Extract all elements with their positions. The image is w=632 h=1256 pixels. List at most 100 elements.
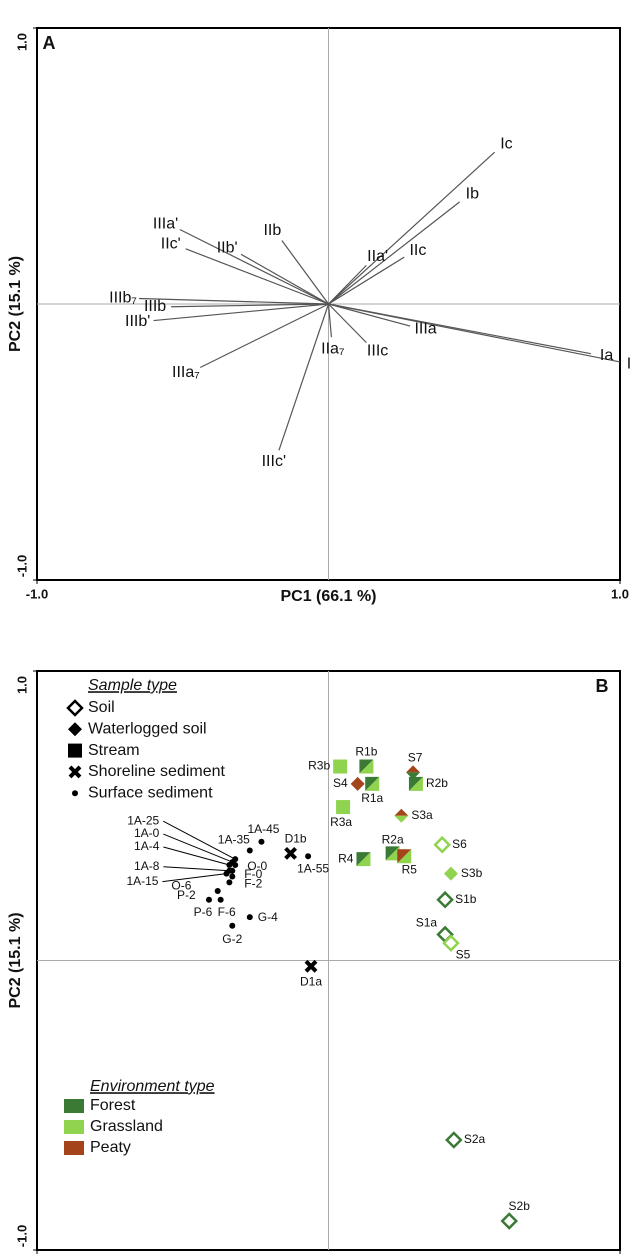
marker-part bbox=[336, 800, 351, 815]
vector-label: IIIb' bbox=[125, 313, 150, 330]
point-label: R1a bbox=[361, 791, 383, 805]
y-axis-title: PC2 (15.1 %) bbox=[7, 256, 24, 352]
point-label: P-6 bbox=[194, 905, 213, 919]
loading-vector bbox=[179, 228, 329, 305]
marker-part bbox=[68, 765, 82, 779]
y-axis-title: PC2 (15.1 %) bbox=[7, 912, 24, 1008]
marker-part bbox=[226, 879, 233, 886]
marker-part bbox=[406, 772, 421, 780]
point-label: F-6 bbox=[218, 905, 236, 919]
point-label: 1A-4 bbox=[134, 839, 160, 853]
point bbox=[246, 847, 253, 854]
marker-part bbox=[68, 743, 82, 758]
marker-part bbox=[500, 1212, 518, 1230]
vector-label: IIb' bbox=[217, 240, 238, 257]
marker-part bbox=[333, 759, 348, 774]
point bbox=[397, 849, 412, 864]
vector-label: IIb bbox=[263, 222, 281, 239]
x-axis-title: PC1 (66.1 %) bbox=[280, 588, 376, 605]
point bbox=[500, 1212, 518, 1230]
point bbox=[394, 808, 409, 823]
point-label: R5 bbox=[402, 862, 418, 876]
point bbox=[336, 800, 351, 815]
legend-label: Grassland bbox=[90, 1118, 163, 1135]
point-label: 1A-15 bbox=[126, 874, 158, 888]
point bbox=[433, 835, 451, 854]
leader-line bbox=[163, 846, 230, 866]
y-tick-label: -1.0 bbox=[14, 555, 29, 577]
point-label: S4 bbox=[333, 776, 348, 790]
vector-label: IIIa' bbox=[153, 215, 178, 232]
marker-part bbox=[205, 896, 212, 903]
marker-part bbox=[356, 852, 371, 867]
point bbox=[333, 759, 348, 774]
marker-part bbox=[433, 835, 451, 854]
point-label: S2a bbox=[464, 1132, 486, 1146]
marker-part bbox=[223, 870, 230, 877]
point bbox=[258, 838, 265, 845]
marker-part bbox=[408, 776, 423, 791]
x-tick-label: 1.0 bbox=[611, 586, 629, 601]
point-label: 1A-35 bbox=[218, 833, 250, 847]
loading-vector bbox=[327, 303, 333, 338]
point-label: S6 bbox=[452, 837, 467, 851]
vector-label: IIIc bbox=[367, 342, 388, 359]
y-tick-label: 1.0 bbox=[14, 676, 29, 694]
leader-line bbox=[162, 873, 227, 883]
point-label: S2b bbox=[509, 1199, 531, 1213]
point-label: S5 bbox=[456, 947, 471, 961]
point bbox=[445, 1131, 463, 1149]
marker-part bbox=[397, 849, 412, 864]
legend-label: Surface sediment bbox=[88, 784, 213, 801]
legend-label: Forest bbox=[90, 1097, 136, 1114]
point bbox=[284, 846, 298, 860]
y-tick-label: -1.0 bbox=[14, 1225, 29, 1247]
vector-label: Ia bbox=[600, 347, 613, 364]
point bbox=[365, 776, 380, 791]
point bbox=[229, 922, 236, 929]
marker-part bbox=[232, 861, 239, 868]
point-label: P-2 bbox=[177, 888, 196, 902]
vector-label: IIc' bbox=[161, 236, 181, 253]
marker-part bbox=[226, 861, 233, 868]
loading-vector bbox=[328, 264, 367, 305]
vector-label: IIIc' bbox=[262, 453, 286, 470]
y-tick-label: 1.0 bbox=[14, 33, 29, 51]
point-label: G-2 bbox=[222, 932, 242, 946]
point-label: R2a bbox=[382, 833, 404, 847]
point bbox=[226, 879, 233, 886]
legend-label: Shoreline sediment bbox=[88, 763, 226, 780]
legend-marker bbox=[68, 765, 82, 779]
legend-label: Stream bbox=[88, 742, 140, 759]
marker-part bbox=[350, 776, 365, 791]
point-label: O-0 bbox=[247, 859, 267, 873]
point bbox=[304, 959, 318, 973]
vector-label: Ib bbox=[466, 186, 479, 203]
legend-swatch bbox=[64, 1141, 84, 1155]
marker-part bbox=[72, 790, 78, 797]
vector-label: IIIa bbox=[414, 320, 436, 337]
point bbox=[229, 867, 236, 874]
point bbox=[246, 914, 253, 921]
point-label: S3b bbox=[461, 866, 483, 880]
point-label: 1A-55 bbox=[297, 861, 329, 875]
point-label: O-6 bbox=[171, 879, 191, 893]
vector-label: Ic bbox=[500, 135, 512, 152]
loading-vector bbox=[328, 256, 405, 305]
point bbox=[232, 861, 239, 868]
point-label: G-4 bbox=[258, 910, 278, 924]
point bbox=[356, 852, 371, 867]
legend-label: Peaty bbox=[90, 1139, 131, 1156]
marker-part bbox=[443, 866, 458, 881]
marker-part bbox=[394, 808, 409, 816]
point bbox=[443, 866, 458, 881]
point-label: S7 bbox=[408, 750, 423, 764]
panel-label: A bbox=[43, 33, 56, 53]
vector-label: IIa₇ bbox=[321, 340, 344, 357]
marker-part bbox=[246, 914, 253, 921]
point bbox=[205, 896, 212, 903]
point-label: 1A-25 bbox=[127, 813, 159, 827]
point bbox=[436, 890, 454, 909]
point bbox=[223, 870, 230, 877]
